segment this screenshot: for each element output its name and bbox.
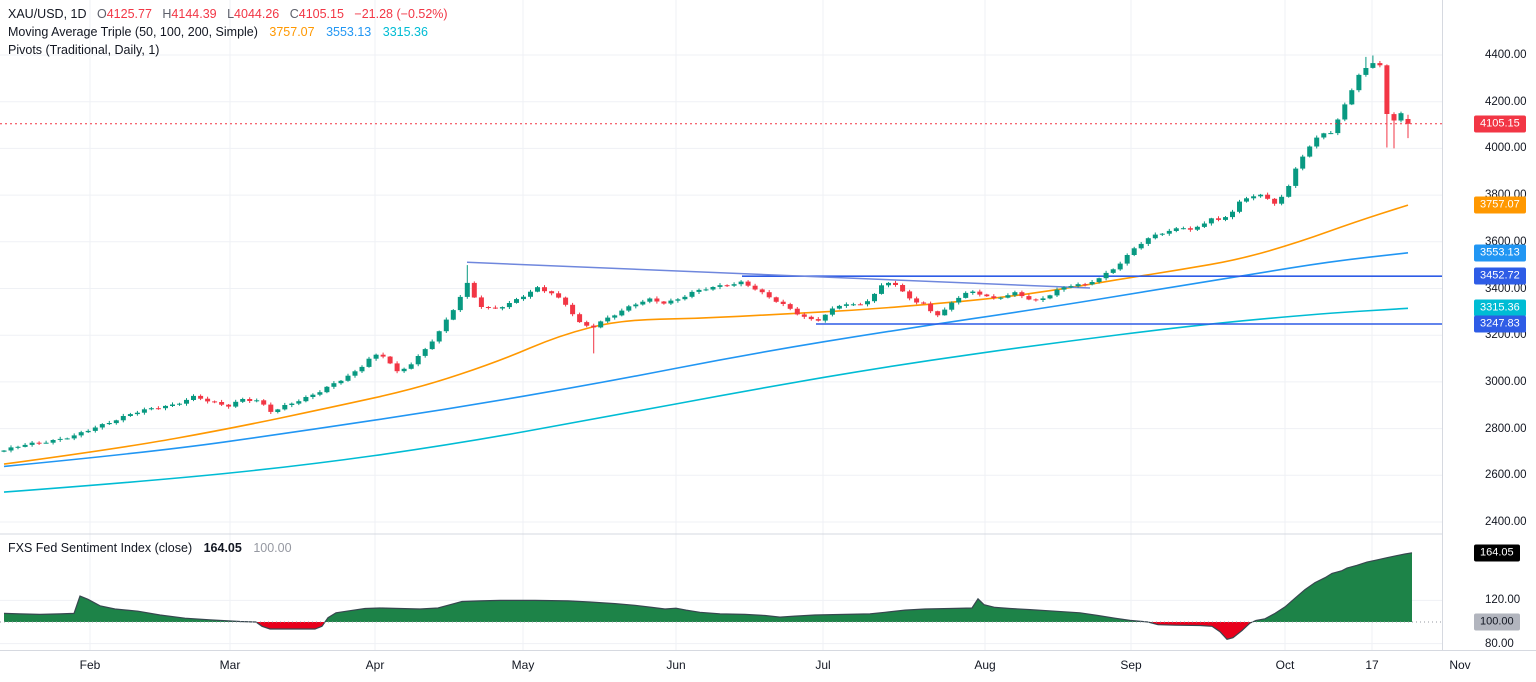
trendline [466,261,1091,289]
sentiment-value: 164.05 [203,541,242,555]
price-badge-3553.13: 3553.13 [1474,244,1526,262]
sentiment-pane-legend: FXS Fed Sentiment Index (close) 164.05 1… [8,539,292,557]
pivots-legend-row[interactable]: Pivots (Traditional, Daily, 1) [8,41,448,59]
sentiment-area [3,552,1413,640]
ma-indicator-title: Moving Average Triple (50, 100, 200, Sim… [8,25,258,39]
high-key: H [162,7,172,21]
price-badge-4105.15: 4105.15 [1474,115,1526,133]
price-badge-3757.07: 3757.07 [1474,196,1526,214]
candlestick-series [1,55,1411,453]
open-key: O [96,7,107,21]
price-tick-label: 3000.00 [1485,375,1527,388]
low-value: 4044.26 [234,7,280,21]
main-pane-legend: XAU/USD, 1D O4125.77 H4144.39 L4044.26 C… [8,5,448,59]
time-label-Jun: Jun [666,658,686,672]
price-tick-label: 3400.00 [1485,282,1527,295]
symbol-legend-row[interactable]: XAU/USD, 1D O4125.77 H4144.39 L4044.26 C… [8,5,448,23]
ma200-line [3,307,1409,493]
time-label-Sep: Sep [1120,658,1142,672]
price-tick-label: 2400.00 [1485,516,1527,528]
sentiment-tick-label: 80.00 [1485,637,1514,650]
pivots-indicator-title: Pivots (Traditional, Daily, 1) [8,43,160,57]
price-tick-label: 2600.00 [1485,469,1527,482]
low-key: L [227,7,235,21]
time-label-Mar: Mar [219,658,241,672]
time-label-Oct: Oct [1275,658,1295,672]
price-tick-label: 4400.00 [1485,49,1527,61]
high-value: 4144.39 [171,7,217,21]
sentiment-baseline-value: 100.00 [253,541,292,555]
sentiment-badge-100.00: 100.00 [1474,613,1520,631]
price-tick-label: 2800.00 [1485,422,1527,435]
ma100-value: 3553.13 [326,25,372,39]
ma100-line [3,252,1409,468]
time-label-May: May [511,658,535,672]
price-tick-label: 4200.00 [1485,95,1527,108]
change-value: −21.28 (−0.52%) [354,7,448,21]
time-label-Apr: Apr [365,658,385,672]
price-scale[interactable]: 4400.00 4200.00 4000.00 3800.00 3600.00 3400.… [1442,0,1536,650]
price-badge-3315.36: 3315.36 [1474,299,1526,317]
time-label-Jul: Jul [815,658,831,672]
price-badge-3247.83: 3247.83 [1474,315,1526,333]
symbol-title: XAU/USD, 1D [8,7,87,21]
ma50-value: 3757.07 [269,25,315,39]
price-badge-3452.72: 3452.72 [1474,267,1526,285]
time-label-Feb: Feb [79,658,101,672]
close-value: 4105.15 [298,7,344,21]
time-label-17: 17 [1365,658,1379,672]
sentiment-tick-label: 120.00 [1485,594,1521,607]
ma-legend-row[interactable]: Moving Average Triple (50, 100, 200, Sim… [8,23,448,41]
sentiment-legend-row[interactable]: FXS Fed Sentiment Index (close) 164.05 1… [8,539,292,557]
time-scale[interactable]: Feb Mar Apr May Jun Jul Aug Sep Oct 17 Nov [0,650,1536,682]
ma200-value: 3315.36 [382,25,428,39]
time-label-Aug: Aug [974,658,996,672]
price-tick-label: 4000.00 [1485,142,1527,155]
close-key: C [289,7,299,21]
sentiment-indicator-title: FXS Fed Sentiment Index (close) [8,541,193,555]
time-label-Nov: Nov [1449,658,1471,672]
open-value: 4125.77 [106,7,152,21]
ma50-line [3,204,1409,465]
sentiment-badge-164.05: 164.05 [1474,544,1520,562]
